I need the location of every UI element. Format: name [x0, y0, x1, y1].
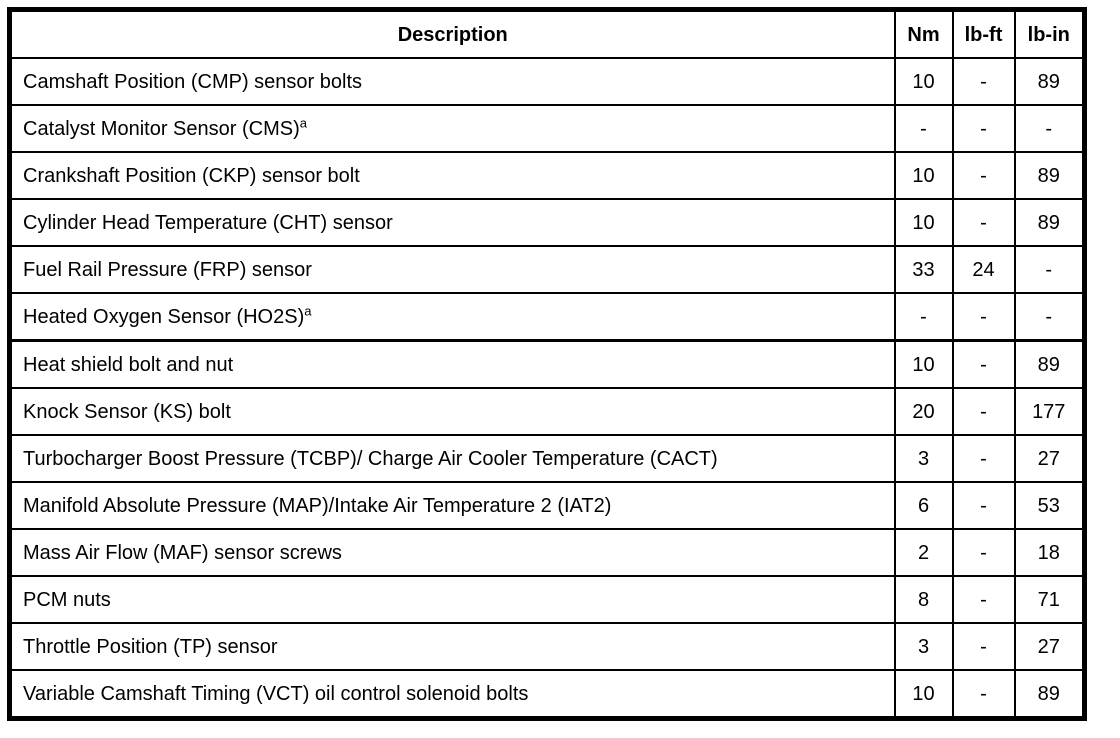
row-description-cell: Heated Oxygen Sensor (HO2S)a [8, 292, 896, 342]
row-nm-value: 10 [893, 339, 954, 389]
table-row: Manifold Absolute Pressure (MAP)/Intake … [8, 481, 1086, 530]
row-lbin-value: 27 [1013, 434, 1086, 483]
row-lbin-value: 27 [1013, 622, 1086, 671]
table-body: Camshaft Position (CMP) sensor bolts 10 … [8, 57, 1086, 720]
table-row: Knock Sensor (KS) bolt 20 - 177 [8, 387, 1086, 436]
description-text: Heated Oxygen Sensor (HO2S) [23, 305, 305, 328]
row-lbin-value: 53 [1013, 481, 1086, 530]
row-lbft-value: 24 [951, 245, 1016, 294]
description-text: Camshaft Position (CMP) sensor bolts [23, 70, 363, 93]
row-lbin-value: - [1013, 245, 1086, 294]
row-description-cell: Camshaft Position (CMP) sensor bolts [8, 57, 896, 106]
description-text: Throttle Position (TP) sensor [23, 635, 278, 658]
row-nm-value: 20 [893, 387, 954, 436]
description-text: Crankshaft Position (CKP) sensor bolt [23, 164, 360, 187]
column-header-description: Description [8, 8, 896, 59]
row-description-cell: Heat shield bolt and nut [8, 339, 896, 389]
table-row: Heat shield bolt and nut 10 - 89 [8, 339, 1086, 389]
row-lbft-value: - [951, 622, 1016, 671]
row-description-cell: Knock Sensor (KS) bolt [8, 387, 896, 436]
row-lbft-value: - [951, 292, 1016, 342]
row-description-cell: PCM nuts [8, 575, 896, 624]
row-lbft-value: - [951, 198, 1016, 247]
description-text: PCM nuts [23, 588, 111, 611]
row-description-cell: Turbocharger Boost Pressure (TCBP)/ Char… [8, 434, 896, 483]
row-lbft-value: - [951, 434, 1016, 483]
row-nm-value: 10 [893, 151, 954, 200]
table-row: Mass Air Flow (MAF) sensor screws 2 - 18 [8, 528, 1086, 577]
row-lbin-value: 89 [1013, 57, 1086, 106]
row-nm-value: 10 [893, 198, 954, 247]
table-row: Variable Camshaft Timing (VCT) oil contr… [8, 669, 1086, 720]
row-lbft-value: - [951, 104, 1016, 153]
row-lbin-value: 177 [1013, 387, 1086, 436]
description-text: Variable Camshaft Timing (VCT) oil contr… [23, 682, 529, 705]
table-row: Camshaft Position (CMP) sensor bolts 10 … [8, 57, 1086, 106]
row-nm-value: 6 [893, 481, 954, 530]
description-text: Fuel Rail Pressure (FRP) sensor [23, 258, 312, 281]
row-lbin-value: - [1013, 104, 1086, 153]
table-row: Cylinder Head Temperature (CHT) sensor 1… [8, 198, 1086, 247]
footnote-marker: a [304, 302, 312, 318]
row-description-cell: Cylinder Head Temperature (CHT) sensor [8, 198, 896, 247]
description-text: Cylinder Head Temperature (CHT) sensor [23, 211, 393, 234]
footnote-marker: a [299, 114, 307, 130]
header-row: Description Nm lb-ft lb-in [8, 8, 1086, 59]
row-lbft-value: - [951, 575, 1016, 624]
column-header-lb-ft: lb-ft [951, 8, 1016, 59]
row-nm-value: 10 [893, 57, 954, 106]
row-lbin-value: 89 [1013, 669, 1086, 720]
row-nm-value: - [893, 292, 954, 342]
table-row: Catalyst Monitor Sensor (CMS)a - - - [8, 104, 1086, 153]
row-description-cell: Crankshaft Position (CKP) sensor bolt [8, 151, 896, 200]
description-text: Catalyst Monitor Sensor (CMS) [23, 117, 300, 140]
row-lbft-value: - [951, 387, 1016, 436]
row-lbft-value: - [951, 669, 1016, 720]
row-nm-value: 33 [893, 245, 954, 294]
table-row: Fuel Rail Pressure (FRP) sensor 33 24 - [8, 245, 1086, 294]
row-lbin-value: 89 [1013, 151, 1086, 200]
column-header-lb-in: lb-in [1013, 8, 1086, 59]
description-text: Heat shield bolt and nut [23, 353, 234, 376]
description-text: Turbocharger Boost Pressure (TCBP)/ Char… [23, 447, 718, 470]
table-row: PCM nuts 8 - 71 [8, 575, 1086, 624]
row-description-cell: Catalyst Monitor Sensor (CMS)a [8, 104, 896, 153]
row-description-cell: Throttle Position (TP) sensor [8, 622, 896, 671]
row-nm-value: 3 [893, 622, 954, 671]
row-description-cell: Fuel Rail Pressure (FRP) sensor [8, 245, 896, 294]
table-row: Throttle Position (TP) sensor 3 - 27 [8, 622, 1086, 671]
row-lbin-value: 89 [1013, 339, 1086, 389]
row-description-cell: Variable Camshaft Timing (VCT) oil contr… [8, 669, 896, 720]
table-row: Heated Oxygen Sensor (HO2S)a - - - [8, 292, 1086, 342]
row-lbft-value: - [951, 481, 1016, 530]
torque-specifications-table: Description Nm lb-ft lb-in Camshaft Posi… [7, 7, 1087, 721]
row-nm-value: 8 [893, 575, 954, 624]
row-nm-value: - [893, 104, 954, 153]
description-text: Manifold Absolute Pressure (MAP)/Intake … [23, 494, 612, 517]
row-lbft-value: - [951, 151, 1016, 200]
description-text: Mass Air Flow (MAF) sensor screws [23, 541, 342, 564]
row-lbin-value: 18 [1013, 528, 1086, 577]
row-lbft-value: - [951, 57, 1016, 106]
table-row: Turbocharger Boost Pressure (TCBP)/ Char… [8, 434, 1086, 483]
row-description-cell: Manifold Absolute Pressure (MAP)/Intake … [8, 481, 896, 530]
row-nm-value: 2 [893, 528, 954, 577]
description-text: Knock Sensor (KS) bolt [23, 400, 231, 423]
column-header-nm: Nm [893, 8, 954, 59]
row-nm-value: 10 [893, 669, 954, 720]
row-lbin-value: - [1013, 292, 1086, 342]
row-lbft-value: - [951, 528, 1016, 577]
table-row: Crankshaft Position (CKP) sensor bolt 10… [8, 151, 1086, 200]
row-lbin-value: 89 [1013, 198, 1086, 247]
row-description-cell: Mass Air Flow (MAF) sensor screws [8, 528, 896, 577]
row-lbin-value: 71 [1013, 575, 1086, 624]
row-nm-value: 3 [893, 434, 954, 483]
row-lbft-value: - [951, 339, 1016, 389]
